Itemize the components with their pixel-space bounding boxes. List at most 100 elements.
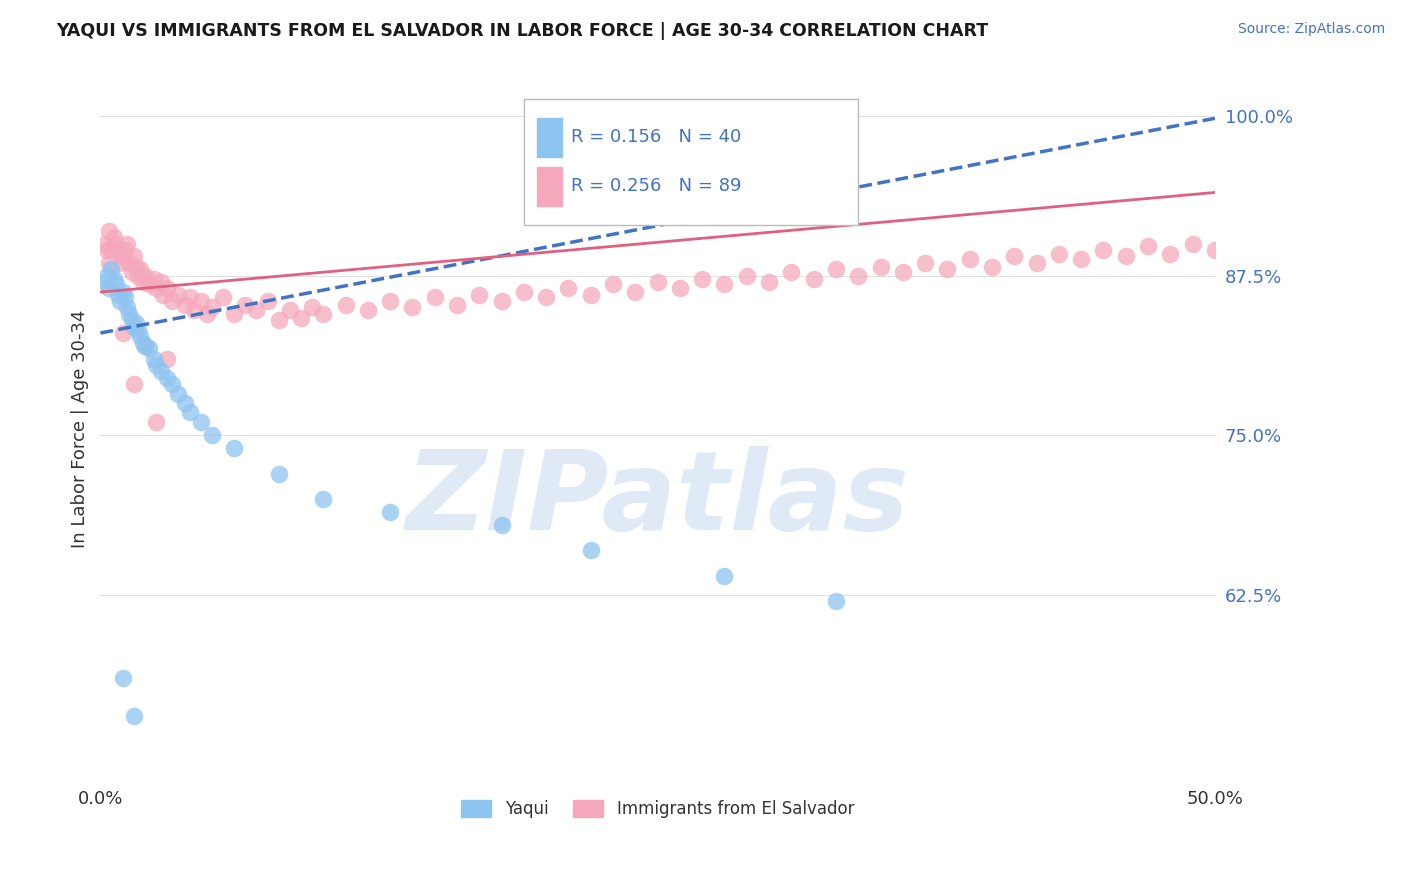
Point (134, 268, 156, 283)
Point (174, 396, 197, 410)
Point (803, 272, 825, 286)
Point (468, 287, 491, 301)
Point (134, 339, 156, 353)
Point (1047, 247, 1070, 261)
Point (156, 281, 179, 295)
Point (142, 272, 165, 286)
Point (1070, 252, 1092, 266)
Point (179, 405, 201, 419)
FancyBboxPatch shape (524, 98, 858, 225)
Point (981, 260, 1004, 274)
Point (114, 243, 136, 257)
Point (179, 290, 201, 304)
Bar (537, 167, 562, 206)
Point (114, 290, 136, 304)
Point (491, 517, 513, 532)
Point (107, 243, 129, 257)
Point (145, 416, 167, 430)
Point (713, 569, 735, 583)
Point (312, 307, 335, 321)
Point (959, 252, 981, 266)
Point (121, 313, 143, 327)
Point (936, 262, 959, 277)
Point (96, 268, 118, 283)
Text: Source: ZipAtlas.com: Source: ZipAtlas.com (1237, 22, 1385, 37)
Point (914, 256, 936, 270)
Point (301, 301, 323, 315)
Point (624, 285, 647, 300)
Text: R = 0.156   N = 40: R = 0.156 N = 40 (571, 128, 741, 146)
Point (156, 370, 179, 384)
Point (183, 303, 205, 318)
Point (149, 364, 172, 378)
Point (312, 492, 335, 507)
Point (758, 275, 780, 289)
Point (107, 287, 129, 301)
Point (122, 709, 145, 723)
Legend: Yaqui, Immigrants from El Salvador: Yaqui, Immigrants from El Salvador (454, 793, 860, 825)
Text: YAQUI VS IMMIGRANTS FROM EL SALVADOR IN LABOR FORCE | AGE 30-34 CORRELATION CHAR: YAQUI VS IMMIGRANTS FROM EL SALVADOR IN … (56, 22, 988, 40)
Point (1092, 243, 1115, 257)
Point (167, 287, 190, 301)
Point (602, 277, 624, 292)
Point (127, 268, 149, 283)
Point (190, 416, 212, 430)
Point (110, 256, 132, 270)
Point (94, 275, 117, 289)
Point (134, 339, 156, 353)
Point (103, 230, 125, 244)
Point (127, 323, 149, 337)
Point (131, 336, 153, 351)
Point (335, 298, 357, 312)
Point (111, 671, 134, 685)
Point (825, 262, 848, 277)
Point (138, 342, 160, 356)
Point (115, 236, 138, 251)
Point (278, 303, 301, 318)
Point (152, 287, 174, 301)
Point (138, 277, 160, 292)
Point (647, 275, 669, 289)
Point (111, 326, 134, 340)
Point (145, 281, 167, 295)
Point (160, 377, 183, 392)
Point (100, 243, 122, 257)
Point (129, 328, 152, 343)
Point (378, 505, 401, 519)
Point (142, 351, 165, 366)
Point (118, 256, 141, 270)
Y-axis label: In Labor Force | Age 30-34: In Labor Force | Age 30-34 (72, 310, 89, 548)
Point (825, 594, 848, 608)
Point (1204, 243, 1226, 257)
Point (160, 294, 183, 309)
Point (122, 319, 145, 334)
Point (1025, 256, 1047, 270)
Point (1159, 247, 1181, 261)
Point (780, 265, 803, 279)
Point (129, 262, 152, 277)
Point (195, 307, 218, 321)
Point (145, 358, 167, 372)
Point (891, 265, 914, 279)
Point (100, 262, 122, 277)
Point (98, 281, 121, 295)
Point (513, 285, 536, 300)
Point (557, 281, 579, 295)
Point (290, 310, 312, 325)
Point (111, 249, 134, 263)
Point (357, 303, 380, 318)
Point (1002, 249, 1025, 263)
Point (149, 275, 172, 289)
Point (96, 243, 118, 257)
Point (846, 268, 869, 283)
Point (579, 543, 602, 558)
Point (222, 441, 245, 455)
Point (98, 224, 121, 238)
Point (378, 294, 401, 309)
Point (267, 467, 290, 481)
Point (190, 294, 212, 309)
Point (256, 294, 278, 309)
Point (222, 307, 245, 321)
Text: ZIPatlas: ZIPatlas (406, 446, 910, 553)
Point (125, 316, 148, 330)
